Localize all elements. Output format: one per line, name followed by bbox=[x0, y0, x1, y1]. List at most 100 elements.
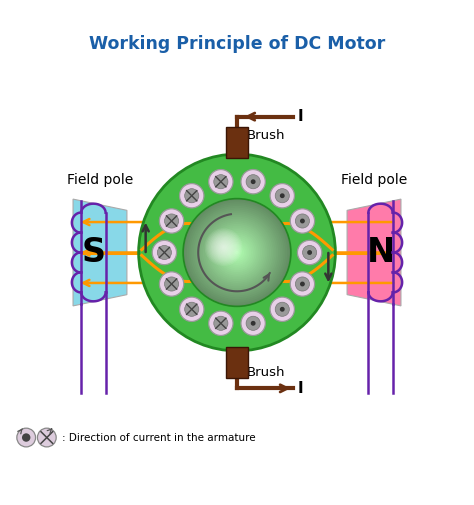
Polygon shape bbox=[347, 199, 401, 306]
Text: F: F bbox=[141, 261, 150, 274]
Circle shape bbox=[290, 209, 315, 233]
Circle shape bbox=[138, 154, 336, 351]
Circle shape bbox=[219, 234, 255, 271]
Circle shape bbox=[198, 213, 276, 292]
Circle shape bbox=[246, 175, 260, 189]
Circle shape bbox=[159, 272, 184, 296]
FancyBboxPatch shape bbox=[226, 347, 248, 378]
Circle shape bbox=[219, 242, 228, 252]
Circle shape bbox=[224, 240, 250, 265]
Polygon shape bbox=[73, 199, 127, 306]
Circle shape bbox=[297, 240, 322, 265]
Text: Working Principle of DC Motor: Working Principle of DC Motor bbox=[89, 35, 385, 53]
Text: S: S bbox=[82, 236, 106, 269]
Circle shape bbox=[216, 231, 258, 274]
Circle shape bbox=[280, 193, 285, 198]
Circle shape bbox=[213, 237, 234, 257]
FancyBboxPatch shape bbox=[226, 127, 248, 158]
Circle shape bbox=[270, 183, 294, 208]
Circle shape bbox=[196, 211, 278, 294]
Circle shape bbox=[302, 245, 317, 260]
Text: N: N bbox=[366, 236, 394, 269]
Circle shape bbox=[215, 238, 232, 256]
Circle shape bbox=[207, 222, 267, 283]
Circle shape bbox=[275, 302, 289, 316]
Circle shape bbox=[157, 245, 172, 260]
Circle shape bbox=[233, 249, 241, 256]
Circle shape bbox=[210, 233, 237, 261]
Circle shape bbox=[214, 229, 260, 276]
Circle shape bbox=[206, 229, 241, 265]
Circle shape bbox=[209, 232, 238, 262]
Circle shape bbox=[212, 227, 262, 278]
Circle shape bbox=[223, 238, 251, 267]
Circle shape bbox=[180, 183, 204, 208]
Circle shape bbox=[205, 228, 242, 266]
Text: F: F bbox=[324, 261, 333, 274]
Circle shape bbox=[214, 175, 228, 189]
Circle shape bbox=[270, 297, 294, 322]
Circle shape bbox=[295, 214, 310, 228]
Circle shape bbox=[275, 189, 289, 203]
Circle shape bbox=[203, 218, 271, 287]
Circle shape bbox=[307, 250, 312, 255]
Circle shape bbox=[183, 198, 291, 307]
Text: Field pole: Field pole bbox=[67, 173, 133, 187]
Circle shape bbox=[226, 242, 248, 263]
Circle shape bbox=[152, 240, 177, 265]
Circle shape bbox=[189, 204, 285, 301]
Circle shape bbox=[220, 243, 228, 251]
Circle shape bbox=[217, 233, 257, 272]
Text: I: I bbox=[298, 381, 303, 396]
Circle shape bbox=[211, 234, 236, 260]
Circle shape bbox=[199, 215, 275, 290]
Circle shape bbox=[164, 214, 179, 228]
Circle shape bbox=[17, 428, 36, 447]
Circle shape bbox=[207, 231, 240, 264]
Text: Field pole: Field pole bbox=[341, 173, 407, 187]
Circle shape bbox=[208, 224, 266, 281]
Circle shape bbox=[159, 209, 184, 233]
Circle shape bbox=[241, 311, 265, 335]
Circle shape bbox=[230, 245, 244, 260]
Circle shape bbox=[210, 226, 264, 279]
Circle shape bbox=[164, 277, 179, 291]
Circle shape bbox=[205, 220, 269, 285]
Circle shape bbox=[235, 250, 239, 255]
Circle shape bbox=[187, 202, 287, 303]
Circle shape bbox=[280, 307, 285, 312]
Circle shape bbox=[228, 243, 246, 262]
Circle shape bbox=[22, 433, 30, 442]
Circle shape bbox=[191, 206, 283, 299]
Text: Brush: Brush bbox=[246, 129, 285, 142]
Circle shape bbox=[185, 302, 199, 316]
Text: Brush: Brush bbox=[246, 366, 285, 379]
Circle shape bbox=[221, 236, 253, 269]
Circle shape bbox=[232, 247, 242, 258]
Circle shape bbox=[209, 311, 233, 335]
Circle shape bbox=[300, 282, 305, 286]
Circle shape bbox=[295, 277, 310, 291]
Circle shape bbox=[209, 170, 233, 194]
Circle shape bbox=[251, 179, 255, 184]
Circle shape bbox=[37, 428, 56, 447]
Circle shape bbox=[241, 170, 265, 194]
Circle shape bbox=[221, 244, 226, 249]
Circle shape bbox=[300, 219, 305, 223]
Circle shape bbox=[185, 200, 289, 305]
Circle shape bbox=[201, 217, 273, 288]
Circle shape bbox=[246, 316, 260, 330]
Circle shape bbox=[194, 210, 280, 295]
Circle shape bbox=[251, 321, 255, 326]
Circle shape bbox=[192, 208, 282, 297]
Circle shape bbox=[214, 316, 228, 330]
Circle shape bbox=[212, 236, 235, 259]
Text: I: I bbox=[298, 109, 303, 124]
Circle shape bbox=[290, 272, 315, 296]
Circle shape bbox=[217, 241, 230, 254]
Circle shape bbox=[185, 189, 199, 203]
Text: : Direction of current in the armature: : Direction of current in the armature bbox=[62, 433, 255, 442]
Circle shape bbox=[180, 297, 204, 322]
Circle shape bbox=[222, 246, 225, 248]
Circle shape bbox=[216, 239, 231, 255]
